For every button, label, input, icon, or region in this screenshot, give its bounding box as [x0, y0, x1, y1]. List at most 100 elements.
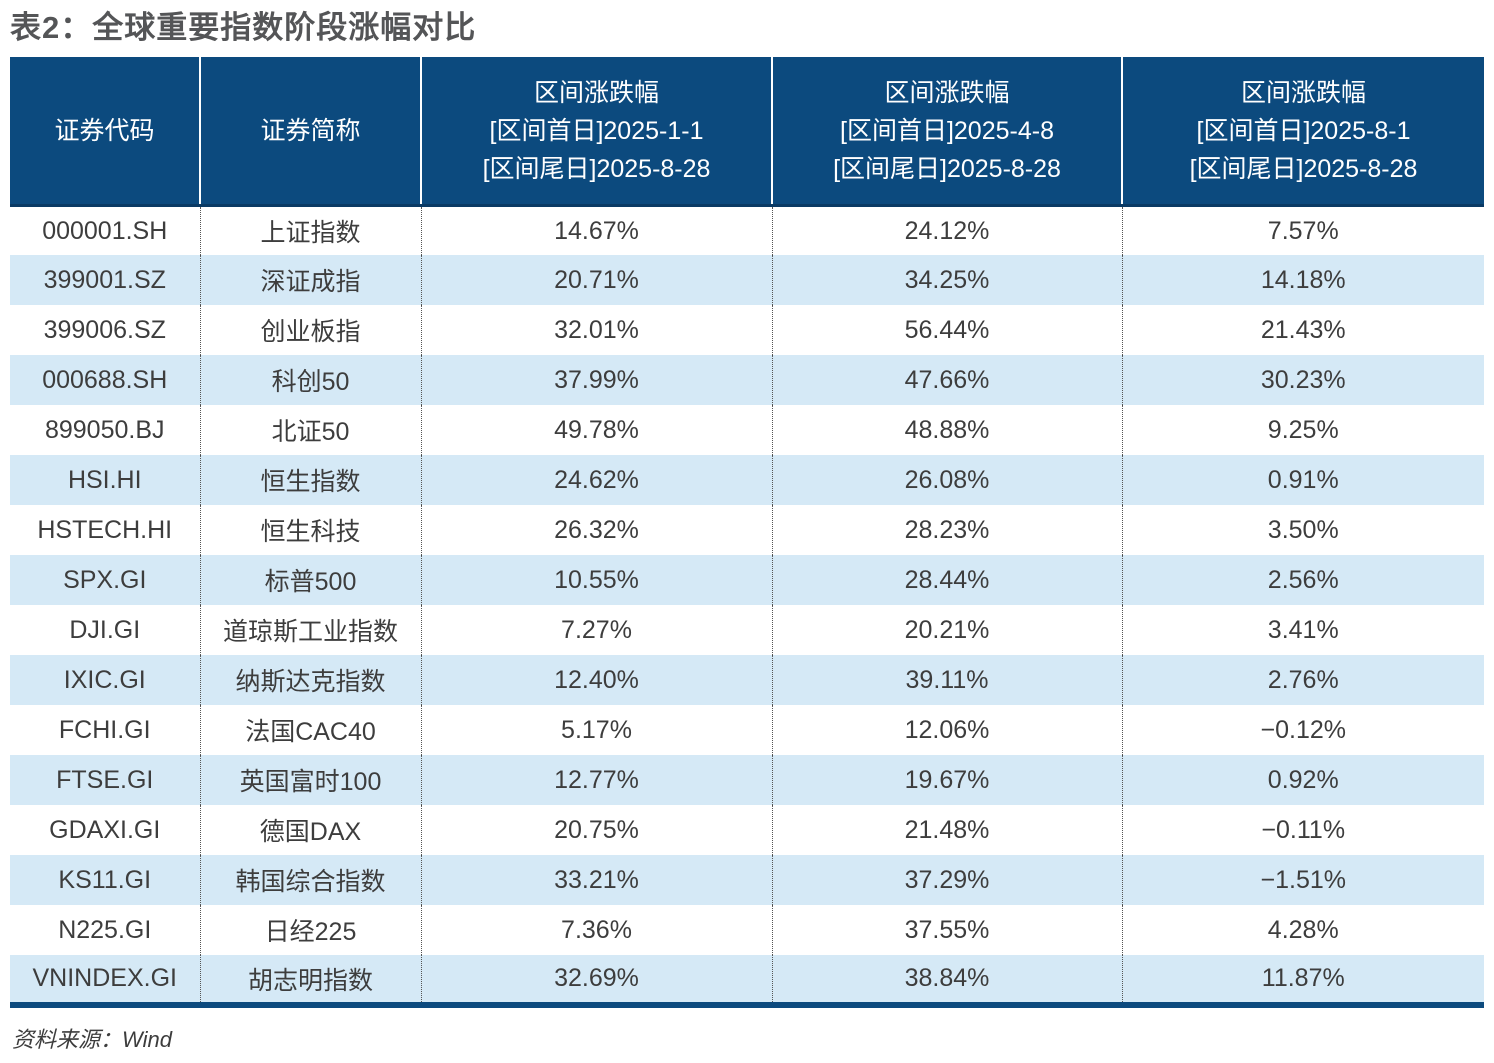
cell-change-range3: 21.43% [1121, 305, 1484, 356]
cell-change-range3: −0.11% [1121, 805, 1484, 856]
cell-change-range1: 32.69% [420, 955, 772, 1006]
cell-change-range1: 26.32% [420, 505, 772, 556]
cell-change-range2: 28.44% [771, 555, 1122, 606]
cell-security-code: 399001.SZ [10, 255, 200, 306]
cell-change-range3: 2.76% [1121, 655, 1484, 706]
cell-change-range1: 24.62% [420, 455, 772, 506]
cell-security-name: 韩国综合指数 [199, 855, 421, 906]
range3-start-date: [区间首日]2025-8-1 [1196, 116, 1411, 145]
cell-change-range2: 19.67% [771, 755, 1122, 806]
col-header-name-label: 证券简称 [260, 116, 361, 145]
cell-change-range3: 11.87% [1121, 955, 1484, 1006]
cell-security-name: 英国富时100 [199, 755, 421, 806]
cell-change-range2: 39.11% [771, 655, 1122, 706]
range2-end-date: [区间尾日]2025-8-28 [833, 154, 1061, 183]
cell-change-range1: 12.40% [420, 655, 772, 706]
range2-title: 区间涨跌幅 [884, 78, 1010, 107]
table-row: HSTECH.HI 恒生科技 26.32% 28.23% 3.50% [10, 505, 1484, 556]
cell-security-name: 深证成指 [199, 255, 421, 306]
cell-change-range1: 20.75% [420, 805, 772, 856]
range3-title: 区间涨跌幅 [1240, 78, 1366, 107]
range2-start-date: [区间首日]2025-4-8 [840, 116, 1054, 145]
cell-security-code: KS11.GI [10, 855, 200, 906]
table-row: VNINDEX.GI 胡志明指数 32.69% 38.84% 11.87% [10, 955, 1484, 1006]
cell-change-range3: −1.51% [1121, 855, 1484, 906]
cell-security-code: HSI.HI [10, 455, 200, 506]
cell-change-range1: 37.99% [420, 355, 772, 406]
col-header-code: 证券代码 [10, 57, 200, 206]
cell-security-name: 创业板指 [199, 305, 421, 356]
cell-change-range3: 30.23% [1121, 355, 1484, 406]
cell-change-range1: 49.78% [420, 405, 772, 456]
table-body: 000001.SH 上证指数 14.67% 24.12% 7.57% 39900… [10, 205, 1484, 1006]
range1-title: 区间涨跌幅 [533, 78, 659, 107]
cell-change-range1: 12.77% [420, 755, 772, 806]
cell-change-range3: 7.57% [1121, 205, 1484, 256]
table-row: DJI.GI 道琼斯工业指数 7.27% 20.21% 3.41% [10, 605, 1484, 656]
cell-change-range2: 38.84% [771, 955, 1122, 1006]
cell-change-range2: 12.06% [771, 705, 1122, 756]
header-row: 证券代码 证券简称 区间涨跌幅 [区间首日]2025-1-1 [区间尾日]202… [10, 57, 1484, 206]
cell-security-code: DJI.GI [10, 605, 200, 656]
cell-security-name: 胡志明指数 [199, 955, 421, 1006]
table-row: 399006.SZ 创业板指 32.01% 56.44% 21.43% [10, 305, 1484, 356]
range1-start-date: [区间首日]2025-1-1 [489, 116, 704, 145]
cell-change-range3: 0.91% [1121, 455, 1484, 506]
table-row: FCHI.GI 法国CAC40 5.17% 12.06% −0.12% [10, 705, 1484, 756]
cell-security-name: 日经225 [199, 905, 421, 956]
cell-change-range2: 37.55% [771, 905, 1122, 956]
col-header-name: 证券简称 [199, 57, 421, 206]
cell-change-range3: −0.12% [1121, 705, 1484, 756]
global-index-performance-table: 证券代码 证券简称 区间涨跌幅 [区间首日]2025-1-1 [区间尾日]202… [10, 57, 1484, 1009]
table-row: SPX.GI 标普500 10.55% 28.44% 2.56% [10, 555, 1484, 606]
col-header-range3: 区间涨跌幅 [区间首日]2025-8-1 [区间尾日]2025-8-28 [1121, 57, 1484, 206]
cell-security-name: 道琼斯工业指数 [199, 605, 421, 656]
cell-security-name: 恒生科技 [199, 505, 421, 556]
table-row: 399001.SZ 深证成指 20.71% 34.25% 14.18% [10, 255, 1484, 306]
table-row: HSI.HI 恒生指数 24.62% 26.08% 0.91% [10, 455, 1484, 506]
table-row: GDAXI.GI 德国DAX 20.75% 21.48% −0.11% [10, 805, 1484, 856]
cell-change-range3: 9.25% [1121, 405, 1484, 456]
cell-change-range2: 24.12% [771, 205, 1122, 256]
cell-change-range2: 28.23% [771, 505, 1122, 556]
cell-security-code: FCHI.GI [10, 705, 200, 756]
col-header-code-label: 证券代码 [54, 116, 155, 145]
cell-security-code: HSTECH.HI [10, 505, 200, 556]
table-title: 表2：全球重要指数阶段涨幅对比 [10, 10, 477, 45]
table-row: IXIC.GI 纳斯达克指数 12.40% 39.11% 2.76% [10, 655, 1484, 706]
cell-change-range1: 32.01% [420, 305, 772, 356]
cell-security-name: 北证50 [199, 405, 421, 456]
cell-change-range2: 34.25% [771, 255, 1122, 306]
table-header: 证券代码 证券简称 区间涨跌幅 [区间首日]2025-1-1 [区间尾日]202… [10, 57, 1484, 206]
cell-change-range1: 7.36% [420, 905, 772, 956]
cell-change-range2: 26.08% [771, 455, 1122, 506]
cell-security-name: 标普500 [199, 555, 421, 606]
cell-security-code: IXIC.GI [10, 655, 200, 706]
range1-end-date: [区间尾日]2025-8-28 [482, 154, 711, 183]
cell-security-code: FTSE.GI [10, 755, 200, 806]
cell-change-range2: 37.29% [771, 855, 1122, 906]
cell-change-range2: 56.44% [771, 305, 1122, 356]
cell-change-range1: 10.55% [420, 555, 772, 606]
cell-security-code: 000001.SH [10, 205, 200, 256]
col-header-range1: 区间涨跌幅 [区间首日]2025-1-1 [区间尾日]2025-8-28 [420, 57, 772, 206]
cell-change-range2: 47.66% [771, 355, 1122, 406]
cell-change-range1: 7.27% [420, 605, 772, 656]
cell-change-range3: 3.50% [1121, 505, 1484, 556]
cell-security-name: 纳斯达克指数 [199, 655, 421, 706]
cell-change-range3: 3.41% [1121, 605, 1484, 656]
cell-change-range1: 33.21% [420, 855, 772, 906]
cell-security-code: SPX.GI [10, 555, 200, 606]
cell-security-code: GDAXI.GI [10, 805, 200, 856]
cell-change-range3: 14.18% [1121, 255, 1484, 306]
data-source-note: 资料来源：Wind [12, 1027, 172, 1053]
table-row: 000001.SH 上证指数 14.67% 24.12% 7.57% [10, 205, 1484, 256]
cell-change-range3: 2.56% [1121, 555, 1484, 606]
cell-security-name: 上证指数 [199, 205, 421, 256]
cell-security-name: 科创50 [199, 355, 421, 406]
cell-security-code: 399006.SZ [10, 305, 200, 356]
cell-change-range3: 0.92% [1121, 755, 1484, 806]
cell-security-code: 000688.SH [10, 355, 200, 406]
cell-change-range1: 14.67% [420, 205, 772, 256]
